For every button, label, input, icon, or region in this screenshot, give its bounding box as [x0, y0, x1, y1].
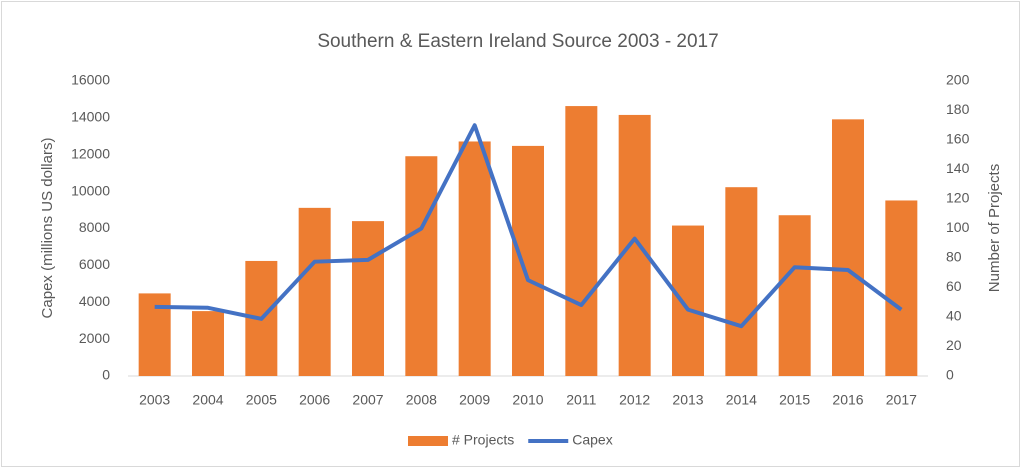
bar	[618, 114, 651, 377]
bar	[192, 311, 224, 376]
bar	[512, 145, 544, 376]
x-tick-label: 2016	[832, 392, 863, 408]
x-tick-label: 2006	[299, 392, 330, 408]
y-tick-label: 12000	[71, 145, 110, 161]
x-tick-label: 2003	[139, 392, 170, 408]
x-tick-label: 2008	[406, 392, 437, 408]
bar	[405, 156, 438, 376]
bar	[778, 215, 811, 376]
y-tick-label: 10000	[71, 182, 110, 198]
bar	[458, 141, 491, 376]
y-tick-label: 8000	[79, 219, 110, 235]
bar	[725, 187, 758, 376]
y2-axis-label: Number of Projects	[986, 164, 1003, 292]
y2-tick-label: 60	[946, 278, 962, 294]
y2-tick-label: 80	[946, 249, 962, 265]
y2-tick-label: 100	[946, 219, 970, 235]
bar	[352, 221, 384, 376]
chart-title: Southern & Eastern Ireland Source 2003 -…	[317, 31, 718, 52]
x-tick-label: 2010	[512, 392, 543, 408]
x-tick-label: 2017	[886, 392, 917, 408]
y2-tick-label: 140	[946, 160, 970, 176]
x-tick-label: 2007	[352, 392, 383, 408]
bar	[885, 200, 918, 376]
y-tick-label: 16000	[71, 72, 110, 88]
y-tick-label: 4000	[79, 293, 110, 309]
y-tick-label: 0	[102, 367, 110, 383]
x-tick-label: 2013	[672, 392, 703, 408]
y-tick-label: 14000	[71, 109, 110, 125]
x-tick-label: 2005	[246, 392, 277, 408]
bar	[832, 119, 864, 376]
x-tick-label: 2015	[779, 392, 810, 408]
line	[154, 123, 903, 329]
y2-tick-label: 120	[946, 190, 970, 206]
bar	[298, 207, 331, 376]
bar	[565, 106, 598, 376]
x-tick-label: 2014	[726, 392, 757, 408]
y2-tick-label: 40	[946, 308, 962, 324]
y2-tick-label: 0	[946, 367, 954, 383]
x-tick-label: 2011	[566, 392, 596, 408]
y2-tick-label: 20	[946, 337, 962, 353]
y2-tick-label: 200	[946, 72, 970, 88]
y2-tick-label: 180	[946, 101, 970, 117]
y-tick-label: 2000	[79, 330, 110, 346]
x-tick-label: 2004	[192, 392, 223, 408]
x-tick-label: 2012	[619, 392, 650, 408]
legend-label: Capex	[572, 432, 612, 448]
y2-tick-label: 160	[946, 131, 970, 147]
y-axis-label: Capex (millions US dollars)	[39, 138, 56, 319]
legend-label: # Projects	[452, 432, 514, 448]
x-tick-label: 2009	[459, 392, 490, 408]
y-tick-label: 6000	[79, 256, 110, 272]
legend-swatch	[408, 436, 448, 446]
bar	[672, 225, 704, 376]
